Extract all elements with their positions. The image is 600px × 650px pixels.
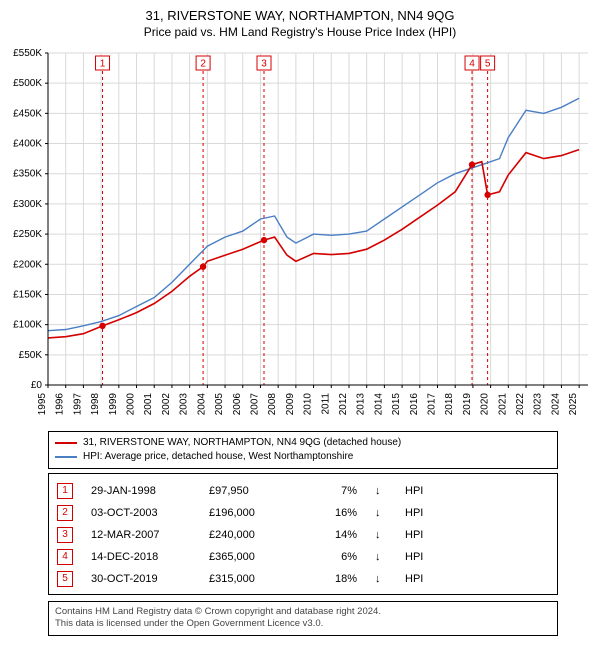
page-title: 31, RIVERSTONE WAY, NORTHAMPTON, NN4 9QG — [0, 0, 600, 23]
svg-text:1995: 1995 — [37, 393, 48, 416]
svg-text:5: 5 — [485, 59, 491, 70]
tx-vs-hpi: HPI — [405, 573, 435, 585]
svg-text:1996: 1996 — [55, 393, 66, 416]
svg-text:2022: 2022 — [515, 393, 526, 416]
down-arrow-icon: ↓ — [375, 485, 387, 497]
legend-row-property: 31, RIVERSTONE WAY, NORTHAMPTON, NN4 9QG… — [55, 436, 551, 450]
svg-text:£500K: £500K — [13, 78, 42, 89]
tx-date: 14-DEC-2018 — [91, 551, 191, 563]
svg-text:2009: 2009 — [285, 393, 296, 416]
down-arrow-icon: ↓ — [375, 529, 387, 541]
price-chart: £0 £50K £100K £150K £200K £250K £300K £350K £400… — [0, 45, 600, 425]
tx-price: £97,950 — [209, 485, 299, 497]
down-arrow-icon: ↓ — [375, 507, 387, 519]
transaction-row: 2 03-OCT-2003 £196,000 16% ↓ HPI — [57, 502, 549, 524]
legend: 31, RIVERSTONE WAY, NORTHAMPTON, NN4 9QG… — [48, 431, 558, 469]
svg-text:3: 3 — [261, 59, 267, 70]
svg-text:2021: 2021 — [497, 393, 508, 416]
svg-text:£300K: £300K — [13, 199, 42, 210]
svg-text:2015: 2015 — [391, 393, 402, 416]
transaction-row: 5 30-OCT-2019 £315,000 18% ↓ HPI — [57, 568, 549, 590]
svg-text:£150K: £150K — [13, 289, 42, 300]
tx-vs-hpi: HPI — [405, 485, 435, 497]
tx-vs-hpi: HPI — [405, 529, 435, 541]
tx-price: £240,000 — [209, 529, 299, 541]
svg-text:2011: 2011 — [320, 393, 331, 415]
footer-line2: This data is licensed under the Open Gov… — [55, 618, 551, 630]
svg-text:£250K: £250K — [13, 229, 42, 240]
legend-label-hpi: HPI: Average price, detached house, West… — [83, 450, 353, 464]
transaction-row: 3 12-MAR-2007 £240,000 14% ↓ HPI — [57, 524, 549, 546]
svg-text:£50K: £50K — [19, 350, 43, 361]
svg-text:2006: 2006 — [232, 393, 243, 416]
svg-text:2023: 2023 — [533, 393, 544, 416]
tx-date: 03-OCT-2003 — [91, 507, 191, 519]
tx-pct: 18% — [317, 573, 357, 585]
svg-text:£450K: £450K — [13, 108, 42, 119]
svg-text:£400K: £400K — [13, 139, 42, 150]
tx-price: £196,000 — [209, 507, 299, 519]
svg-text:£0: £0 — [31, 380, 43, 391]
page-subtitle: Price paid vs. HM Land Registry's House … — [0, 23, 600, 45]
svg-text:£550K: £550K — [13, 48, 42, 59]
legend-row-hpi: HPI: Average price, detached house, West… — [55, 450, 551, 464]
svg-text:2007: 2007 — [249, 393, 260, 416]
svg-text:2010: 2010 — [303, 393, 314, 416]
tx-marker: 1 — [57, 483, 73, 499]
transaction-row: 1 29-JAN-1998 £97,950 7% ↓ HPI — [57, 480, 549, 502]
svg-text:2003: 2003 — [179, 393, 190, 416]
tx-pct: 14% — [317, 529, 357, 541]
svg-text:2008: 2008 — [267, 393, 278, 416]
tx-pct: 16% — [317, 507, 357, 519]
svg-text:1997: 1997 — [72, 393, 83, 416]
svg-text:2012: 2012 — [338, 393, 349, 416]
legend-swatch-property — [55, 442, 77, 444]
legend-label-property: 31, RIVERSTONE WAY, NORTHAMPTON, NN4 9QG… — [83, 436, 401, 450]
tx-price: £365,000 — [209, 551, 299, 563]
svg-text:1998: 1998 — [90, 393, 101, 416]
svg-text:2014: 2014 — [373, 393, 384, 416]
transaction-row: 4 14-DEC-2018 £365,000 6% ↓ HPI — [57, 546, 549, 568]
tx-marker: 5 — [57, 571, 73, 587]
svg-text:2020: 2020 — [480, 393, 491, 416]
svg-text:1999: 1999 — [108, 393, 119, 416]
tx-price: £315,000 — [209, 573, 299, 585]
svg-text:2005: 2005 — [214, 393, 225, 416]
svg-text:2000: 2000 — [126, 393, 137, 416]
svg-text:2024: 2024 — [550, 393, 561, 416]
svg-text:2019: 2019 — [462, 393, 473, 416]
svg-text:2004: 2004 — [196, 393, 207, 416]
down-arrow-icon: ↓ — [375, 551, 387, 563]
legend-swatch-hpi — [55, 456, 77, 458]
tx-pct: 7% — [317, 485, 357, 497]
svg-text:4: 4 — [469, 59, 475, 70]
svg-text:2001: 2001 — [143, 393, 154, 416]
svg-text:2: 2 — [200, 59, 206, 70]
tx-pct: 6% — [317, 551, 357, 563]
tx-date: 29-JAN-1998 — [91, 485, 191, 497]
footer-attribution: Contains HM Land Registry data © Crown c… — [48, 601, 558, 636]
tx-vs-hpi: HPI — [405, 551, 435, 563]
svg-text:£100K: £100K — [13, 320, 42, 331]
tx-date: 30-OCT-2019 — [91, 573, 191, 585]
transactions-table: 1 29-JAN-1998 £97,950 7% ↓ HPI 2 03-OCT-2003 £19… — [48, 473, 558, 595]
svg-text:2025: 2025 — [568, 393, 579, 416]
down-arrow-icon: ↓ — [375, 573, 387, 585]
tx-marker: 3 — [57, 527, 73, 543]
tx-date: 12-MAR-2007 — [91, 529, 191, 541]
svg-text:2017: 2017 — [427, 393, 438, 416]
svg-text:2016: 2016 — [409, 393, 420, 416]
tx-vs-hpi: HPI — [405, 507, 435, 519]
footer-line1: Contains HM Land Registry data © Crown c… — [55, 606, 551, 618]
svg-text:£200K: £200K — [13, 259, 42, 270]
svg-text:1: 1 — [100, 59, 106, 70]
svg-text:2002: 2002 — [161, 393, 172, 416]
svg-text:2013: 2013 — [356, 393, 367, 416]
tx-marker: 2 — [57, 505, 73, 521]
tx-marker: 4 — [57, 549, 73, 565]
svg-text:2018: 2018 — [444, 393, 455, 416]
svg-text:£350K: £350K — [13, 169, 42, 180]
